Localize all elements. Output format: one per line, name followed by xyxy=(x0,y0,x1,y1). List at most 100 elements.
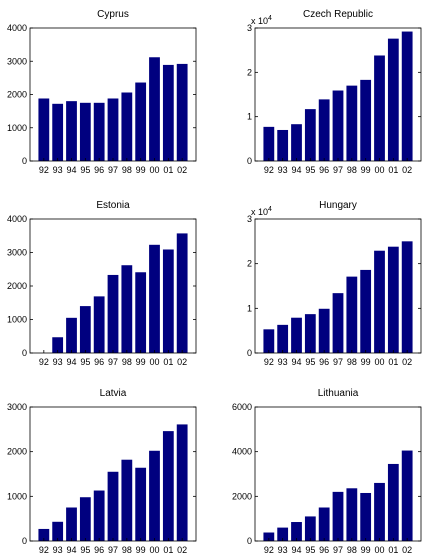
x-tick-label: 97 xyxy=(108,545,118,555)
bar-99 xyxy=(135,82,147,161)
y-tick-label: 0 xyxy=(22,348,27,358)
x-tick-label: 94 xyxy=(66,165,76,175)
x-tick-label: 93 xyxy=(53,165,63,175)
axis-multiplier: x 104 xyxy=(251,206,272,217)
bar-92 xyxy=(263,532,275,541)
x-tick-label: 01 xyxy=(163,165,173,175)
bar-02 xyxy=(176,424,188,541)
x-tick-label: 96 xyxy=(319,357,329,367)
bar-95 xyxy=(304,314,316,353)
x-tick-label: 02 xyxy=(177,165,187,175)
bar-02 xyxy=(176,233,188,353)
bar-93 xyxy=(277,129,289,161)
bar-93 xyxy=(52,521,64,541)
y-tick-label: 3000 xyxy=(7,56,27,66)
bar-98 xyxy=(346,488,358,541)
x-tick-label: 92 xyxy=(264,357,274,367)
chart-title: Estonia xyxy=(96,200,130,211)
bars xyxy=(263,241,413,353)
x-tick-label: 98 xyxy=(122,545,132,555)
chart-title: Hungary xyxy=(319,200,357,211)
x-tick-label: 92 xyxy=(264,165,274,175)
bar-00 xyxy=(149,244,160,353)
y-tick-label: 4000 xyxy=(232,447,252,457)
x-tick-label: 99 xyxy=(361,545,371,555)
x-tick-label: 98 xyxy=(347,545,357,555)
bar-97 xyxy=(107,98,119,161)
y-tick-label: 1 xyxy=(247,112,252,122)
x-tick-label: 94 xyxy=(66,545,76,555)
x-tick-label: 97 xyxy=(333,357,343,367)
y-tick-label: 0 xyxy=(22,156,27,166)
x-tick-label: 98 xyxy=(122,357,132,367)
bar-94 xyxy=(291,317,302,353)
bar-98 xyxy=(121,265,133,353)
bar-96 xyxy=(318,507,330,541)
multiplier-base: x 10 xyxy=(251,16,268,26)
bar-00 xyxy=(149,450,160,541)
y-tick-label: 2000 xyxy=(232,491,252,501)
bars xyxy=(263,31,413,161)
x-tick-label: 97 xyxy=(333,545,343,555)
x-ticks: 92 93 94 95 96 97 98 99 00 01 02 xyxy=(264,538,412,555)
x-tick-label: 95 xyxy=(80,165,90,175)
x-ticks: 92 93 94 95 96 97 98 99 00 01 02 xyxy=(39,538,187,555)
x-tick-label: 02 xyxy=(177,545,187,555)
x-tick-label: 96 xyxy=(94,165,104,175)
bar-98 xyxy=(121,92,133,161)
bar-92 xyxy=(38,98,50,161)
bar-02 xyxy=(401,450,413,541)
bar-96 xyxy=(93,296,105,353)
y-tick-label: 1000 xyxy=(7,123,27,133)
x-tick-label: 98 xyxy=(347,357,357,367)
bar-95 xyxy=(304,109,316,161)
bar-99 xyxy=(135,272,147,353)
y-tick-label: 2000 xyxy=(7,90,27,100)
x-tick-label: 92 xyxy=(39,165,49,175)
x-tick-label: 97 xyxy=(333,165,343,175)
x-tick-label: 00 xyxy=(149,545,159,555)
bar-99 xyxy=(360,269,372,353)
bar-00 xyxy=(374,55,385,161)
bar-96 xyxy=(318,99,330,161)
x-tick-label: 99 xyxy=(361,357,371,367)
x-tick-label: 99 xyxy=(136,545,146,555)
bar-94 xyxy=(66,507,77,541)
x-tick-label: 94 xyxy=(66,357,76,367)
y-tick-label: 2000 xyxy=(7,447,27,457)
y-tick-label: 1 xyxy=(247,303,252,313)
x-tick-label: 95 xyxy=(80,545,90,555)
chart-title: Latvia xyxy=(100,388,127,399)
x-tick-label: 93 xyxy=(278,545,288,555)
x-tick-label: 98 xyxy=(122,165,132,175)
bar-95 xyxy=(79,497,91,541)
bar-99 xyxy=(360,79,372,161)
x-tick-label: 99 xyxy=(136,165,146,175)
x-tick-label: 00 xyxy=(374,545,384,555)
bar-97 xyxy=(332,491,344,541)
multiplier-base: x 10 xyxy=(251,207,268,217)
x-tick-label: 96 xyxy=(94,357,104,367)
bar-02 xyxy=(401,31,413,161)
bar-93 xyxy=(277,324,289,353)
bar-92 xyxy=(263,329,275,353)
y-tick-label: 1000 xyxy=(7,315,27,325)
bar-94 xyxy=(66,317,77,353)
y-tick-label: 0 xyxy=(247,156,252,166)
x-tick-label: 01 xyxy=(388,545,398,555)
x-tick-label: 02 xyxy=(402,357,412,367)
x-tick-label: 95 xyxy=(80,357,90,367)
bar-00 xyxy=(374,482,385,541)
bar-95 xyxy=(79,306,91,353)
bar-96 xyxy=(93,102,105,161)
bar-01 xyxy=(162,64,174,161)
x-tick-label: 00 xyxy=(374,165,384,175)
bar-98 xyxy=(346,276,358,353)
x-tick-label: 96 xyxy=(319,165,329,175)
x-tick-label: 02 xyxy=(402,545,412,555)
y-tick-label: 3 xyxy=(247,23,252,33)
